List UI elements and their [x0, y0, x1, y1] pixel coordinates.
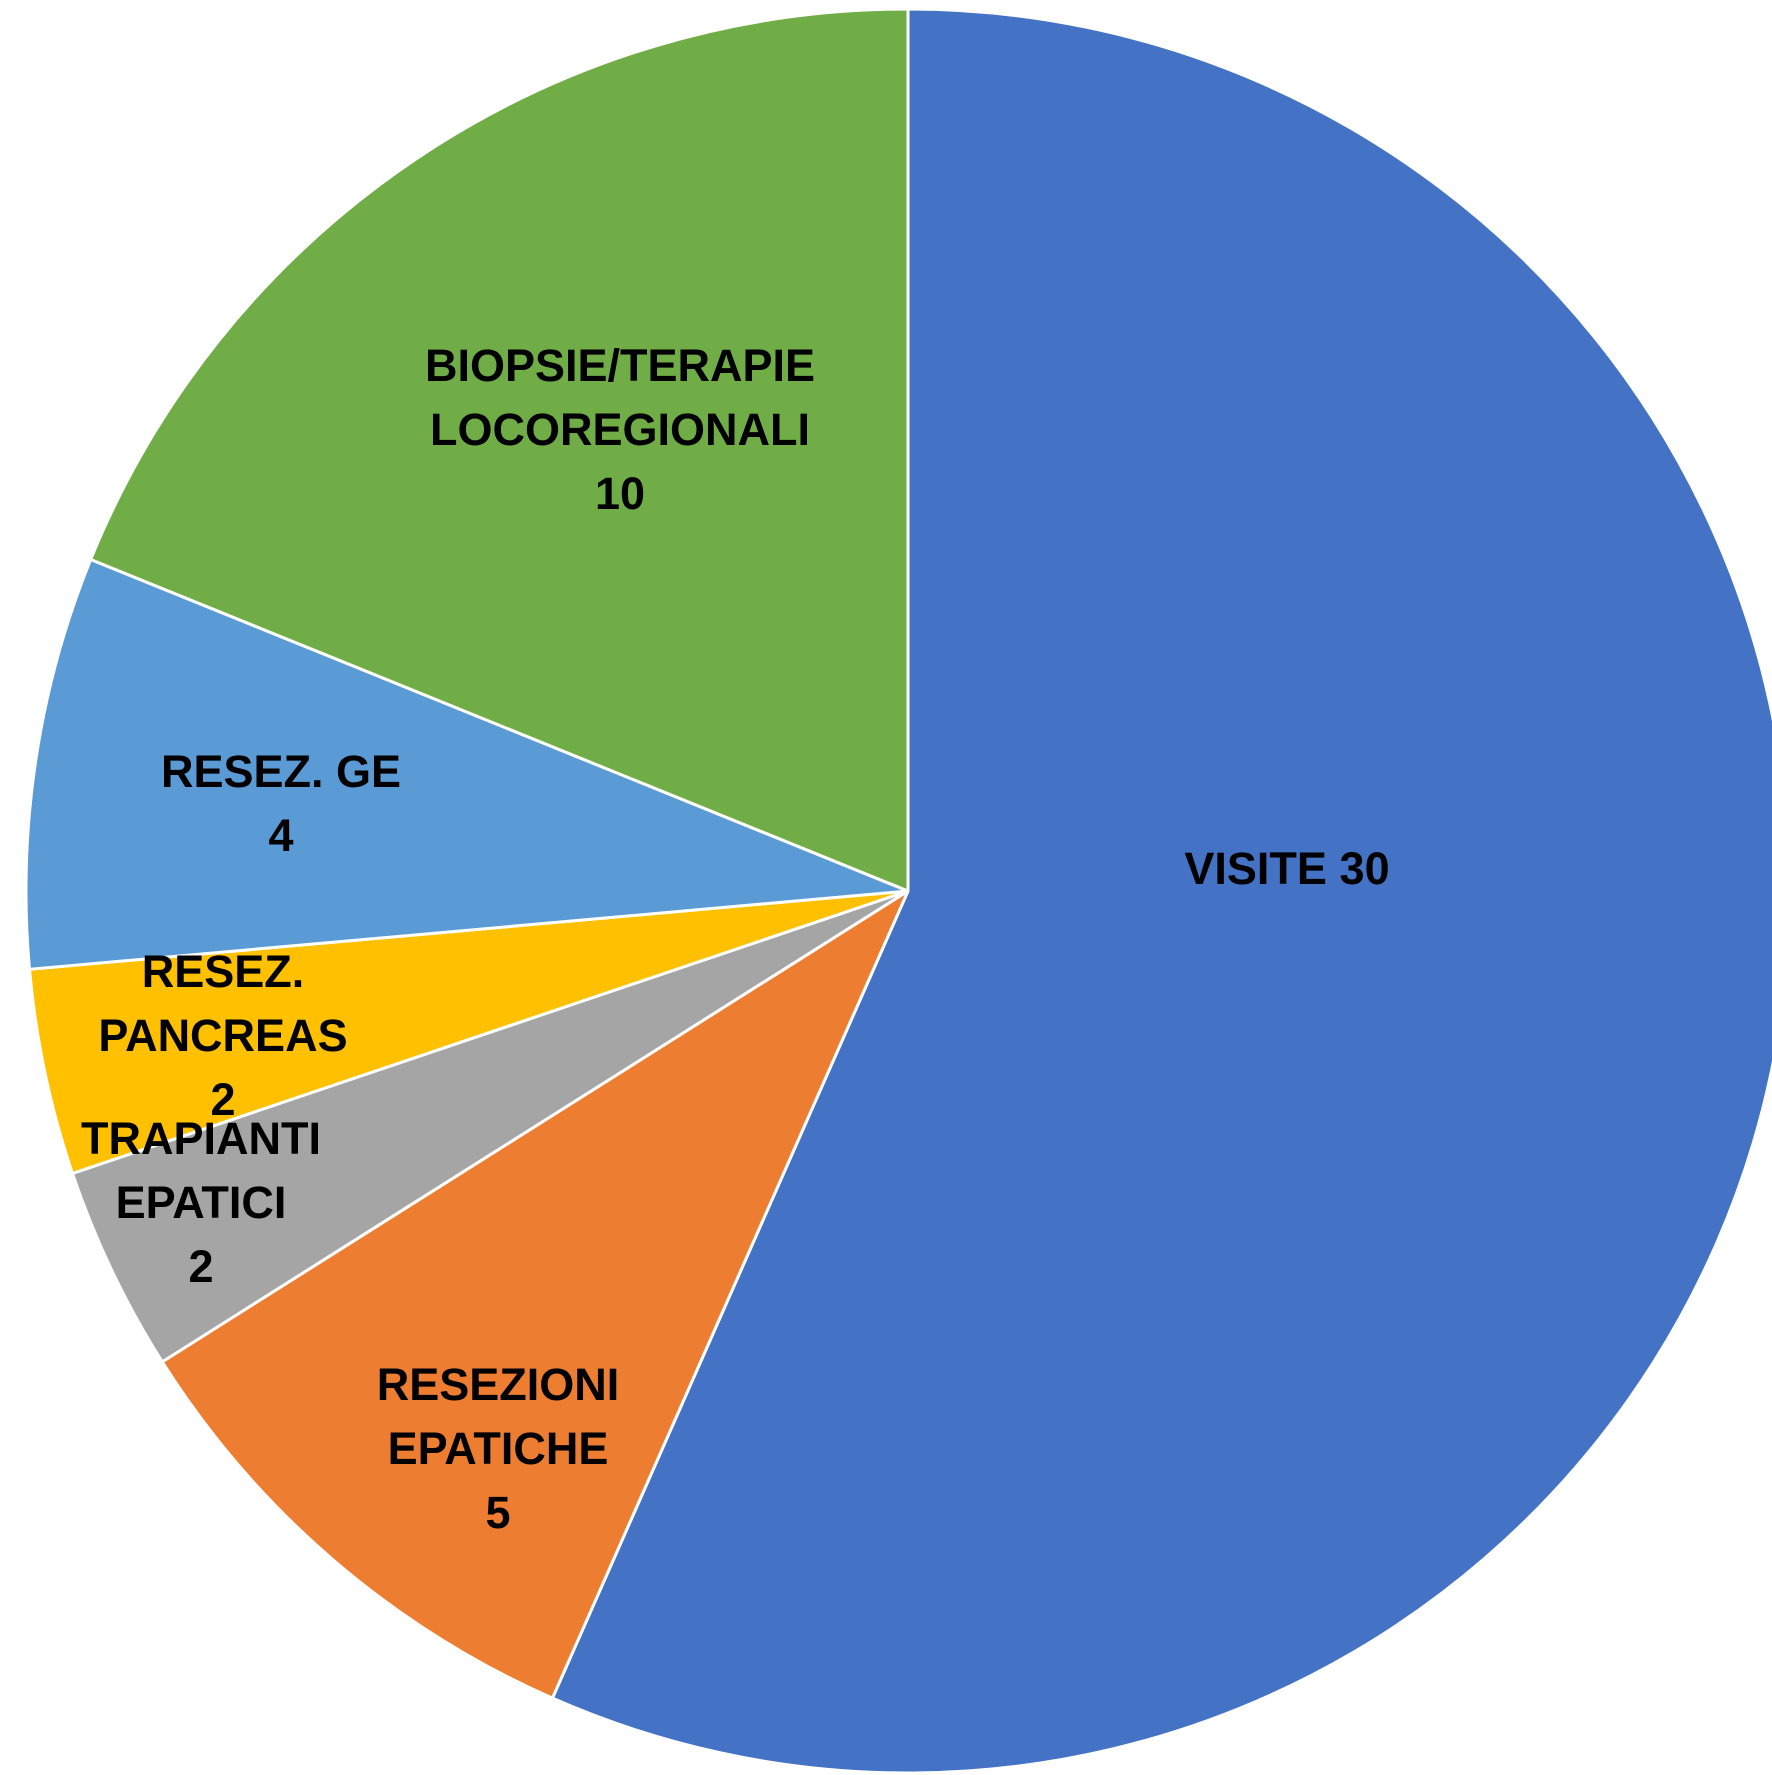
- slice-label: RESEZ. PANCREAS 2: [63, 940, 383, 1132]
- category-name: TRAPIANTI EPATICI: [81, 1113, 321, 1228]
- pie-slice: [70, 889, 910, 1364]
- category-name: RESEZIONI EPATICHE: [376, 1359, 620, 1474]
- category-name: RESEZ. GE: [160, 746, 402, 797]
- value-label: 2: [210, 1074, 236, 1125]
- pie-slice: [24, 558, 910, 971]
- slice-label: BIOPSIE/TERAPIE LOCOREGIONALI 10: [380, 334, 860, 526]
- value-label: 30: [1339, 843, 1390, 894]
- value-label: 10: [594, 468, 646, 519]
- value-label: 4: [268, 810, 294, 861]
- category-name: VISITE: [1184, 843, 1327, 894]
- pie-slice: [27, 889, 910, 1175]
- category-name: BIOPSIE/TERAPIE LOCOREGIONALI: [424, 340, 816, 455]
- category-name: RESEZ. PANCREAS: [98, 946, 348, 1061]
- value-label: 2: [188, 1241, 214, 1292]
- slice-label: RESEZ. GE 4: [161, 740, 401, 868]
- pie-slice: [89, 7, 910, 893]
- slice-label: TRAPIANTI EPATICI 2: [51, 1107, 351, 1299]
- slice-label: RESEZIONI EPATICHE 5: [343, 1353, 653, 1545]
- slice-label: VISITE 30: [1184, 837, 1389, 901]
- value-label: 5: [485, 1487, 511, 1538]
- pie-slice: [160, 889, 910, 1700]
- pie-slice: [550, 7, 1772, 1775]
